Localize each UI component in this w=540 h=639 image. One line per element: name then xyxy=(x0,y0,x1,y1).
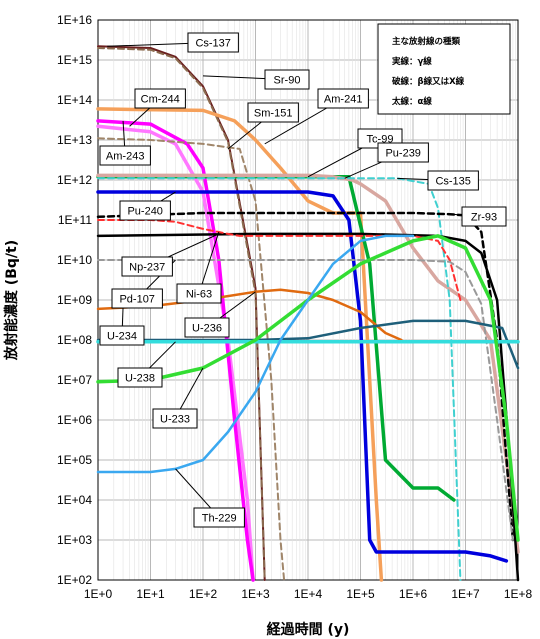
label-box xyxy=(117,367,163,388)
x-tick-label: 1E+0 xyxy=(84,587,113,601)
y-tick-label: 1E+15 xyxy=(57,53,92,67)
series-line-cs-135 xyxy=(97,177,462,581)
legend: 主な放射線の種類 実線：γ線 破線：β線又はX線 太線：α線 xyxy=(377,23,511,115)
series-label: Ni-63 xyxy=(186,289,212,301)
series-line-cs-137 xyxy=(97,45,266,581)
y-tick-label: 1E+06 xyxy=(57,413,92,427)
y-tick-label: 1E+09 xyxy=(57,293,92,307)
label-box xyxy=(377,142,429,163)
label-box xyxy=(152,408,198,429)
label-box xyxy=(264,69,310,90)
series-label: Pu-240 xyxy=(127,206,162,218)
y-axis-title: 放射能濃度 (Bq/t) xyxy=(3,240,20,361)
series-line-u-236 xyxy=(96,319,520,370)
x-tick-labels: 1E+0 1E+1 1E+2 1E+3 1E+4 1E+5 1E+6 1E+7 1E+8 xyxy=(84,587,533,601)
leader-line xyxy=(198,231,220,294)
series-line-ni-63 xyxy=(97,219,462,301)
y-tick-label: 1E+13 xyxy=(57,133,92,147)
y-tick-label: 1E+04 xyxy=(57,493,92,507)
series-label: Sm-151 xyxy=(254,108,293,120)
legend-entry-solid: 実線：γ線 xyxy=(392,56,432,67)
series-label: Zr-93 xyxy=(471,212,497,224)
y-tick-label: 1E+05 xyxy=(57,453,92,467)
label-box xyxy=(121,256,173,277)
series-layer xyxy=(96,45,520,582)
x-tick-label: 1E+2 xyxy=(189,587,218,601)
series-label: Cs-137 xyxy=(195,38,230,50)
series-line-pd-107 xyxy=(97,259,514,541)
legend-title: 主な放射線の種類 xyxy=(392,36,461,47)
series-label: U-236 xyxy=(192,323,222,335)
series-label: Cs-135 xyxy=(435,176,470,188)
series-label: Th-229 xyxy=(202,513,237,525)
legend-box xyxy=(377,23,511,115)
label-box xyxy=(111,288,163,309)
label-box xyxy=(427,170,479,191)
legend-entry-dashed: 破線：β線又はX線 xyxy=(392,76,465,87)
plot-frame xyxy=(97,19,519,581)
label-box xyxy=(119,200,171,221)
y-tick-label: 1E+16 xyxy=(57,13,92,27)
series-label: Pd-107 xyxy=(119,294,154,306)
series-label: Np-237 xyxy=(129,262,165,274)
x-axis-title: 経過時間 (y) xyxy=(267,621,350,638)
y-tick-label: 1E+10 xyxy=(57,253,92,267)
y-tick-label: 1E+12 xyxy=(57,173,92,187)
label-box xyxy=(247,102,299,123)
y-tick-label: 1E+03 xyxy=(57,533,92,547)
legend-entry-thick: 太線：α線 xyxy=(391,96,432,107)
y-tick-labels: 1E+02 1E+03 1E+04 1E+05 1E+06 1E+07 1E+08 1E+09… xyxy=(57,13,92,587)
label-box xyxy=(99,145,151,166)
series-label: U-234 xyxy=(107,331,137,343)
label-box xyxy=(184,317,230,338)
label-box xyxy=(317,88,369,109)
x-tick-label: 1E+4 xyxy=(294,587,323,601)
series-line-u-233 xyxy=(96,234,520,542)
y-tick-label: 1E+07 xyxy=(57,373,92,387)
y-tick-label: 1E+02 xyxy=(57,573,92,587)
series-label: U-233 xyxy=(160,414,190,426)
series-label: Pu-239 xyxy=(385,148,420,160)
x-tick-label: 1E+7 xyxy=(451,587,480,601)
series-label: U-238 xyxy=(125,373,155,385)
series-label: Am-243 xyxy=(106,151,145,163)
x-tick-label: 1E+6 xyxy=(399,587,428,601)
label-box xyxy=(99,325,145,346)
series-label: Sr-90 xyxy=(274,75,301,87)
x-tick-label: 1E+1 xyxy=(136,587,165,601)
label-box xyxy=(134,88,186,109)
series-line-th-229 xyxy=(96,234,415,474)
label-box xyxy=(193,507,245,528)
y-tick-label: 1E+11 xyxy=(58,213,92,227)
y-tick-label: 1E+08 xyxy=(57,333,92,347)
series-line-pu-240 xyxy=(96,190,509,563)
series-label: Cm-244 xyxy=(141,94,180,106)
x-tick-label: 1E+5 xyxy=(346,587,375,601)
label-box xyxy=(176,283,222,304)
x-tick-label: 1E+8 xyxy=(504,587,533,601)
label-box xyxy=(461,206,507,227)
series-labels: Cs-137Sr-90Cm-244Sm-151Am-241Am-243Tc-99… xyxy=(99,32,507,528)
y-tick-label: 1E+14 xyxy=(57,93,92,107)
x-tick-label: 1E+3 xyxy=(241,587,270,601)
series-label: Am-241 xyxy=(324,94,363,106)
label-box xyxy=(187,32,239,53)
series-line-am-241 xyxy=(96,107,384,582)
series-line-pu-239 xyxy=(96,173,520,554)
